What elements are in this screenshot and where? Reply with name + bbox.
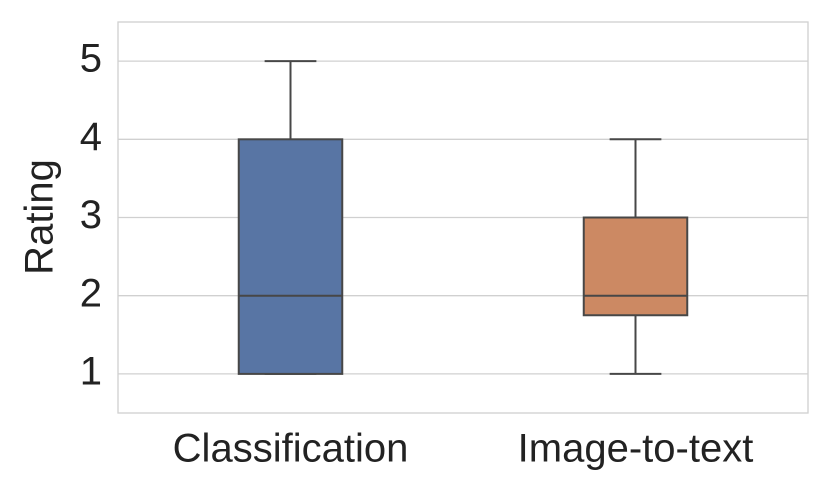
y-tick-label: 3	[80, 193, 102, 237]
box	[237, 138, 344, 375]
plot-frame	[117, 21, 809, 414]
y-tick-label: 1	[80, 349, 102, 393]
box	[582, 216, 689, 317]
y-tick-label: 2	[80, 271, 102, 315]
y-axis-label: Rating	[18, 159, 62, 275]
y-tick-label: 5	[80, 37, 102, 81]
x-tick-label: Classification	[173, 427, 409, 471]
y-tick-label: 4	[80, 115, 102, 159]
x-tick-label: Image-to-text	[518, 427, 754, 471]
